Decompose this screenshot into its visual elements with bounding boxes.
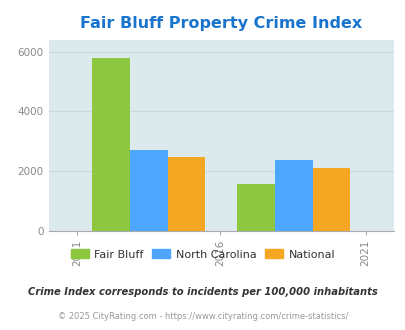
Legend: Fair Bluff, North Carolina, National: Fair Bluff, North Carolina, National <box>66 245 339 264</box>
Bar <box>274 160 312 231</box>
Bar <box>92 57 130 231</box>
Bar <box>167 157 205 231</box>
Title: Fair Bluff Property Crime Index: Fair Bluff Property Crime Index <box>80 16 362 31</box>
Bar <box>130 150 167 231</box>
Bar <box>237 184 274 231</box>
Text: © 2025 CityRating.com - https://www.cityrating.com/crime-statistics/: © 2025 CityRating.com - https://www.city… <box>58 312 347 321</box>
Bar <box>312 168 350 231</box>
Text: Crime Index corresponds to incidents per 100,000 inhabitants: Crime Index corresponds to incidents per… <box>28 287 377 297</box>
